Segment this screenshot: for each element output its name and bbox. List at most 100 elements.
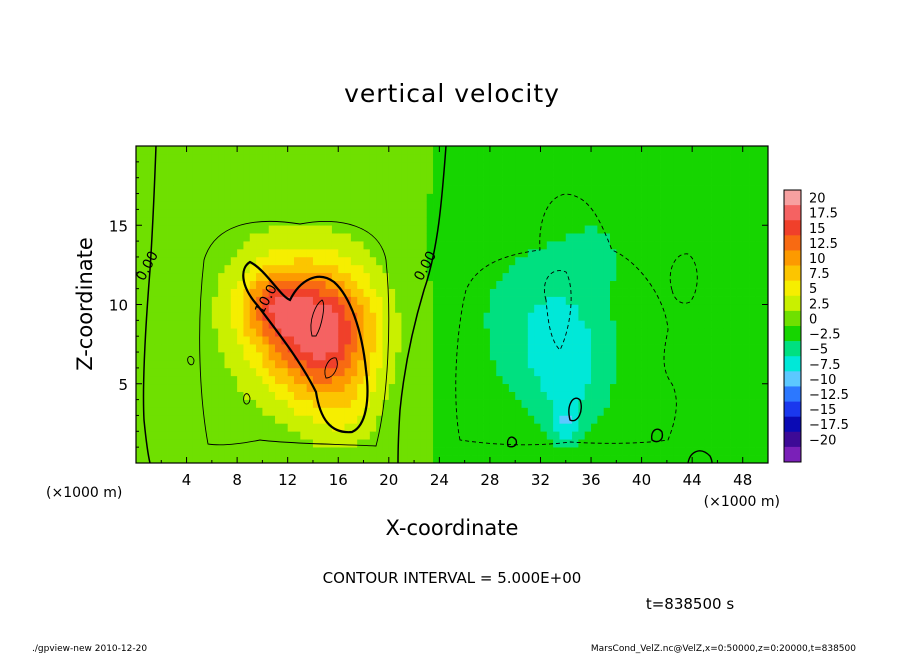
heatmap-cell (136, 272, 143, 282)
heatmap-cell (211, 344, 219, 353)
heatmap-cell (584, 352, 592, 361)
y-tick-label: 5 (118, 376, 128, 394)
heatmap-cell (736, 455, 744, 463)
heatmap-cell (294, 359, 301, 369)
heatmap-cell (502, 455, 510, 463)
heatmap-cell (483, 304, 491, 313)
heatmap-cell (489, 193, 497, 202)
heatmap-cell (622, 407, 630, 416)
heatmap-cell (521, 423, 529, 432)
heatmap-cell (350, 185, 358, 194)
heatmap-cell (641, 344, 649, 353)
heatmap-cell (401, 344, 409, 353)
heatmap-cell (445, 304, 453, 313)
heatmap-cell (578, 367, 586, 377)
heatmap-cell (319, 391, 326, 400)
heatmap-cell (489, 423, 497, 432)
heatmap-cell (154, 280, 162, 289)
heatmap-cell (243, 447, 251, 456)
heatmap-cell (325, 391, 333, 400)
heatmap-cell (445, 399, 453, 408)
heatmap-cell (572, 304, 579, 313)
heatmap-cell (572, 407, 579, 416)
heatmap-cell (148, 431, 156, 440)
heatmap-cell (420, 169, 428, 178)
heatmap-cell (363, 312, 371, 321)
heatmap-cell (730, 304, 737, 313)
colorbar-swatch (784, 371, 801, 387)
heatmap-cell (243, 185, 251, 194)
heatmap-cell (559, 352, 567, 361)
heatmap-cell (610, 185, 617, 194)
heatmap-cell (249, 217, 257, 226)
heatmap-cell (445, 296, 453, 305)
heatmap-cell (224, 217, 232, 226)
heatmap-cell (742, 328, 750, 337)
heatmap-cell (306, 415, 314, 424)
heatmap-cell (173, 383, 181, 392)
heatmap-cell (584, 312, 592, 321)
heatmap-cell (698, 367, 706, 377)
heatmap-cell (565, 391, 573, 400)
x-tick-label: 36 (581, 471, 600, 489)
heatmap-cell (603, 375, 611, 385)
heatmap-cell (597, 185, 604, 194)
heatmap-cell (388, 161, 396, 171)
heatmap-cell (761, 193, 768, 202)
heatmap-cell (142, 447, 149, 456)
heatmap-cell (142, 161, 149, 171)
heatmap-cell (534, 383, 541, 392)
heatmap-cell (666, 185, 674, 194)
heatmap-cell (641, 177, 649, 186)
heatmap-cell (603, 367, 611, 377)
heatmap-cell (401, 233, 409, 242)
heatmap-cell (553, 241, 560, 250)
heatmap-cell (445, 431, 453, 440)
heatmap-cell (180, 407, 187, 416)
heatmap-cell (306, 161, 314, 171)
heatmap-cell (622, 391, 630, 400)
heatmap-cell (180, 193, 187, 202)
heatmap-cell (382, 447, 390, 456)
heatmap-cell (388, 304, 396, 313)
heatmap-cell (268, 383, 276, 392)
heatmap-cell (294, 249, 301, 258)
heatmap-cell (635, 225, 642, 234)
heatmap-cell (331, 153, 339, 163)
colorbar-label: −10 (809, 373, 836, 388)
heatmap-cell (439, 146, 446, 155)
heatmap-cell (287, 280, 295, 289)
heatmap-cell (275, 146, 282, 155)
heatmap-cell (237, 225, 244, 234)
heatmap-cell (698, 336, 706, 345)
heatmap-cell (344, 328, 352, 337)
heatmap-cell (306, 423, 314, 432)
heatmap-cell (470, 264, 478, 274)
heatmap-cell (736, 241, 744, 250)
heatmap-cell (597, 201, 604, 210)
heatmap-cell (338, 241, 345, 250)
heatmap-cell (470, 217, 478, 226)
heatmap-cell (325, 415, 333, 424)
heatmap-cell (306, 256, 314, 266)
heatmap-cell (452, 209, 459, 218)
heatmap-cell (477, 241, 484, 250)
heatmap-cell (382, 296, 390, 305)
heatmap-cell (597, 233, 604, 242)
heatmap-cell (344, 407, 352, 416)
colorbar: 2017.51512.5107.552.50−2.5−5−7.5−10−12.5… (783, 189, 849, 463)
heatmap-cell (654, 407, 661, 416)
heatmap-cell (420, 455, 428, 463)
heatmap-cell (325, 201, 333, 210)
heatmap-cell (281, 217, 288, 226)
heatmap-cell (420, 320, 428, 329)
heatmap-cell (692, 423, 699, 432)
heatmap-cell (603, 241, 611, 250)
heatmap-cell (439, 280, 446, 289)
heatmap-cell (591, 367, 598, 377)
heatmap-cell (546, 296, 554, 305)
heatmap-cell (180, 447, 187, 456)
heatmap-cell (300, 185, 307, 194)
heatmap-cell (312, 296, 320, 305)
heatmap-cell (698, 439, 706, 448)
